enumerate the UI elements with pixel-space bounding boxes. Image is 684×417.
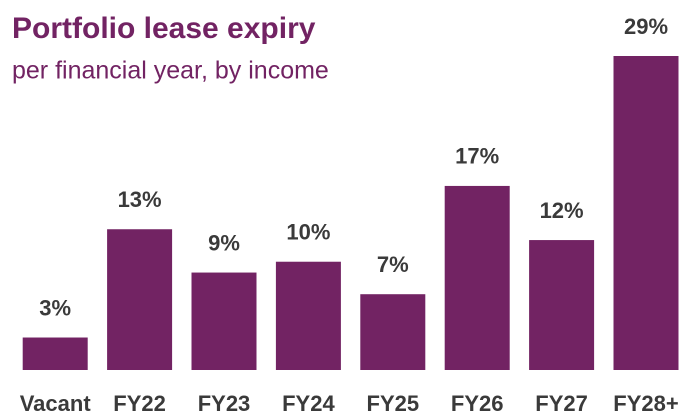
bar — [107, 229, 173, 370]
x-tick-label: FY23 — [198, 391, 251, 416]
value-label: 9% — [208, 230, 240, 255]
x-tick-label: Vacant — [20, 391, 92, 416]
bar — [191, 272, 257, 370]
value-label: 17% — [455, 144, 499, 169]
x-tick-label: FY25 — [367, 391, 420, 416]
value-label: 12% — [540, 198, 584, 223]
chart-title: Portfolio lease expiry — [12, 12, 316, 45]
bar — [360, 294, 426, 370]
value-label: 3% — [39, 295, 71, 320]
x-tick-label: FY26 — [451, 391, 504, 416]
bar — [613, 56, 679, 370]
x-tick-label: FY27 — [535, 391, 588, 416]
bar — [529, 240, 595, 370]
x-tick-label: FY22 — [113, 391, 166, 416]
x-tick-label: FY28+ — [613, 391, 678, 416]
value-label: 29% — [624, 14, 668, 39]
value-label: 7% — [377, 252, 409, 277]
chart-subtitle: per financial year, by income — [12, 57, 329, 85]
bar — [22, 337, 88, 370]
x-tick-label: FY24 — [282, 391, 335, 416]
value-label: 13% — [118, 187, 162, 212]
value-label: 10% — [286, 220, 330, 245]
bar — [275, 261, 341, 370]
bar — [444, 185, 510, 370]
